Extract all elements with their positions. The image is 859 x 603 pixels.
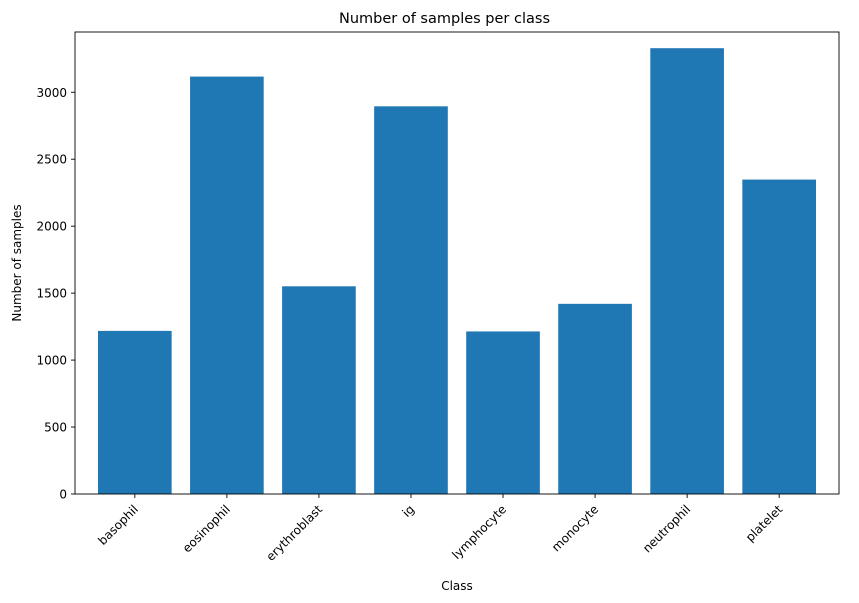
y-tick-label: 3000 [36,86,67,100]
x-tick-label-platelet: platelet [743,502,786,545]
x-tick-label-basophil: basophil [95,502,141,548]
x-tick-label-eosinophil: eosinophil [180,502,233,555]
y-ticks: 0 500 1000 1500 2000 2500 3000 [36,86,75,502]
y-tick-label: 2500 [36,153,67,167]
x-tick-label-monocyte: monocyte [549,502,601,554]
bar-eosinophil [190,76,264,494]
y-tick-label: 1500 [36,287,67,301]
y-tick-label: 500 [44,421,67,435]
x-tick-label-neutrophil: neutrophil [640,502,693,555]
bars-layer [98,48,816,494]
bar-lymphocyte [466,331,540,494]
chart-title: Number of samples per class [339,11,550,27]
bar-ig [374,106,448,494]
y-tick-label: 1000 [36,354,67,368]
bar-neutrophil [650,48,724,494]
y-tick-label: 0 [59,488,67,502]
x-tick-label-erythroblast: erythroblast [264,502,326,564]
y-axis-label: Number of samples [10,204,24,321]
x-tick-label-ig: ig [399,502,417,520]
bar-erythroblast [282,286,356,494]
x-tick-label-lymphocyte: lymphocyte [449,502,509,562]
x-axis-label: Class [441,579,473,593]
y-tick-label: 2000 [36,220,67,234]
bar-monocyte [558,303,632,494]
x-ticks: basophil eosinophil erythroblast ig lymphocy… [95,494,785,564]
plot-frame [74,31,840,495]
bar-basophil [98,330,172,494]
bar-platelet [742,179,816,494]
